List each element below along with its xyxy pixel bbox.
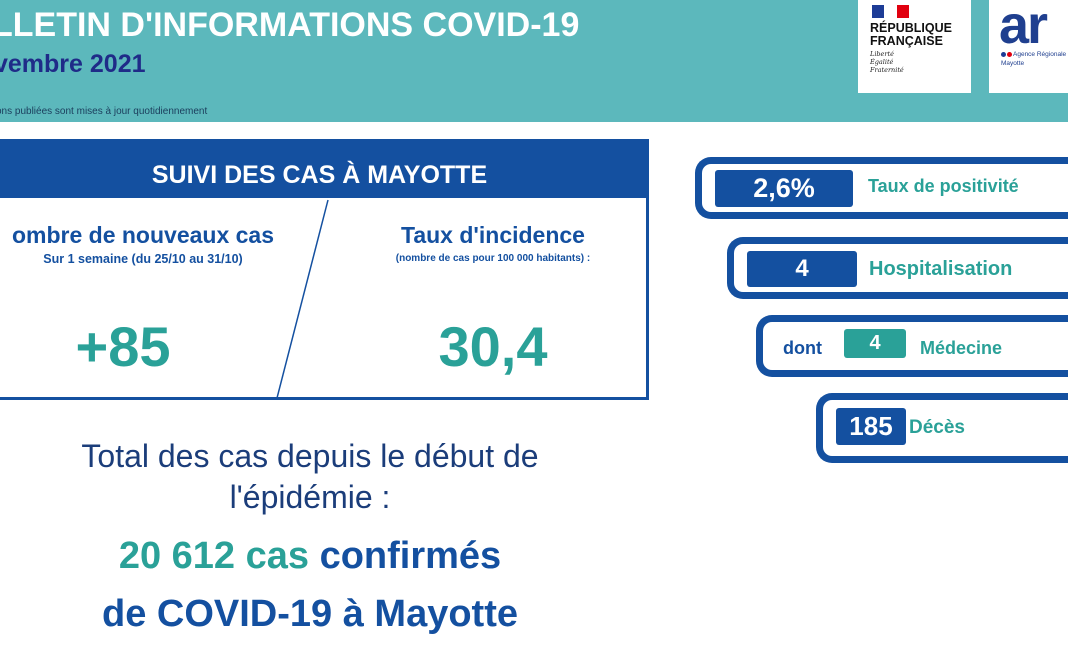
ars-wordmark: ar	[999, 0, 1048, 55]
ars-region: Mayotte	[1001, 60, 1025, 67]
ars-logo: ar Agence Régionale Mayotte	[989, 0, 1068, 93]
ars-tagline: Agence Régionale	[1001, 51, 1066, 58]
ars-tagline-text: Agence Régionale	[1013, 51, 1067, 58]
deaths-label: Décès	[909, 417, 965, 438]
hospitalisation-label: Hospitalisation	[869, 258, 1013, 280]
hospitalisation-value: 4	[747, 251, 857, 287]
incidence-title: Taux d'incidence	[401, 222, 585, 248]
positivity-label: Taux de positivité	[868, 176, 1019, 196]
french-flag-icon	[872, 5, 909, 18]
rf-motto: Liberté Égalité Fraternité	[870, 50, 904, 74]
rf-name: RÉPUBLIQUE FRANÇAISE	[870, 21, 952, 48]
header-banner: LLETIN D'INFORMATIONS COVID-19 vembre 20…	[0, 0, 1068, 122]
cases-panel: SUIVI DES CAS À MAYOTTE ombre de nouveau…	[0, 139, 649, 400]
new-cases-title: ombre de nouveaux cas	[11, 222, 275, 248]
total-count: 20 612 cas	[118, 535, 309, 577]
total-text-line4: de COVID-19 à Mayotte	[102, 593, 518, 635]
medecine-pill: dont 4 Médecine	[756, 315, 1068, 377]
new-cases-subtitle: Sur 1 semaine (du 25/10 au 31/10)	[43, 252, 243, 266]
positivity-pill: 2,6% Taux de positivité	[695, 157, 1068, 219]
republique-francaise-logo: RÉPUBLIQUE FRANÇAISE Liberté Égalité Fra…	[858, 0, 971, 93]
medecine-prefix: dont	[783, 338, 822, 358]
bulletin-title: LLETIN D'INFORMATIONS COVID-19	[0, 6, 580, 44]
deaths-value: 185	[836, 408, 906, 445]
hospitalisation-pill: 4 Hospitalisation	[727, 237, 1068, 299]
cases-panel-heading: SUIVI DES CAS À MAYOTTE	[0, 142, 646, 198]
total-text-line2: l'épidémie :	[229, 479, 391, 515]
update-note: ons publiées sont mises à jour quotidien…	[0, 106, 208, 117]
incidence-subtitle: (nombre de cas pour 100 000 habitants) :	[395, 253, 591, 264]
medecine-label: Médecine	[920, 338, 1003, 358]
panel-divider	[276, 199, 329, 398]
positivity-value: 2,6%	[715, 170, 853, 207]
total-confirmed-line: 20 612 cas confirmés	[40, 535, 580, 578]
new-cases-value: +85	[75, 315, 171, 378]
bulletin-date: vembre 2021	[0, 50, 146, 78]
total-confirmed-word: confirmés	[319, 535, 502, 577]
medecine-value: 4	[844, 329, 906, 358]
incidence-value: 30,4	[438, 315, 548, 378]
deaths-pill: 185 Décès	[816, 393, 1068, 463]
total-text-line1: Total des cas depuis le début de	[81, 438, 539, 474]
